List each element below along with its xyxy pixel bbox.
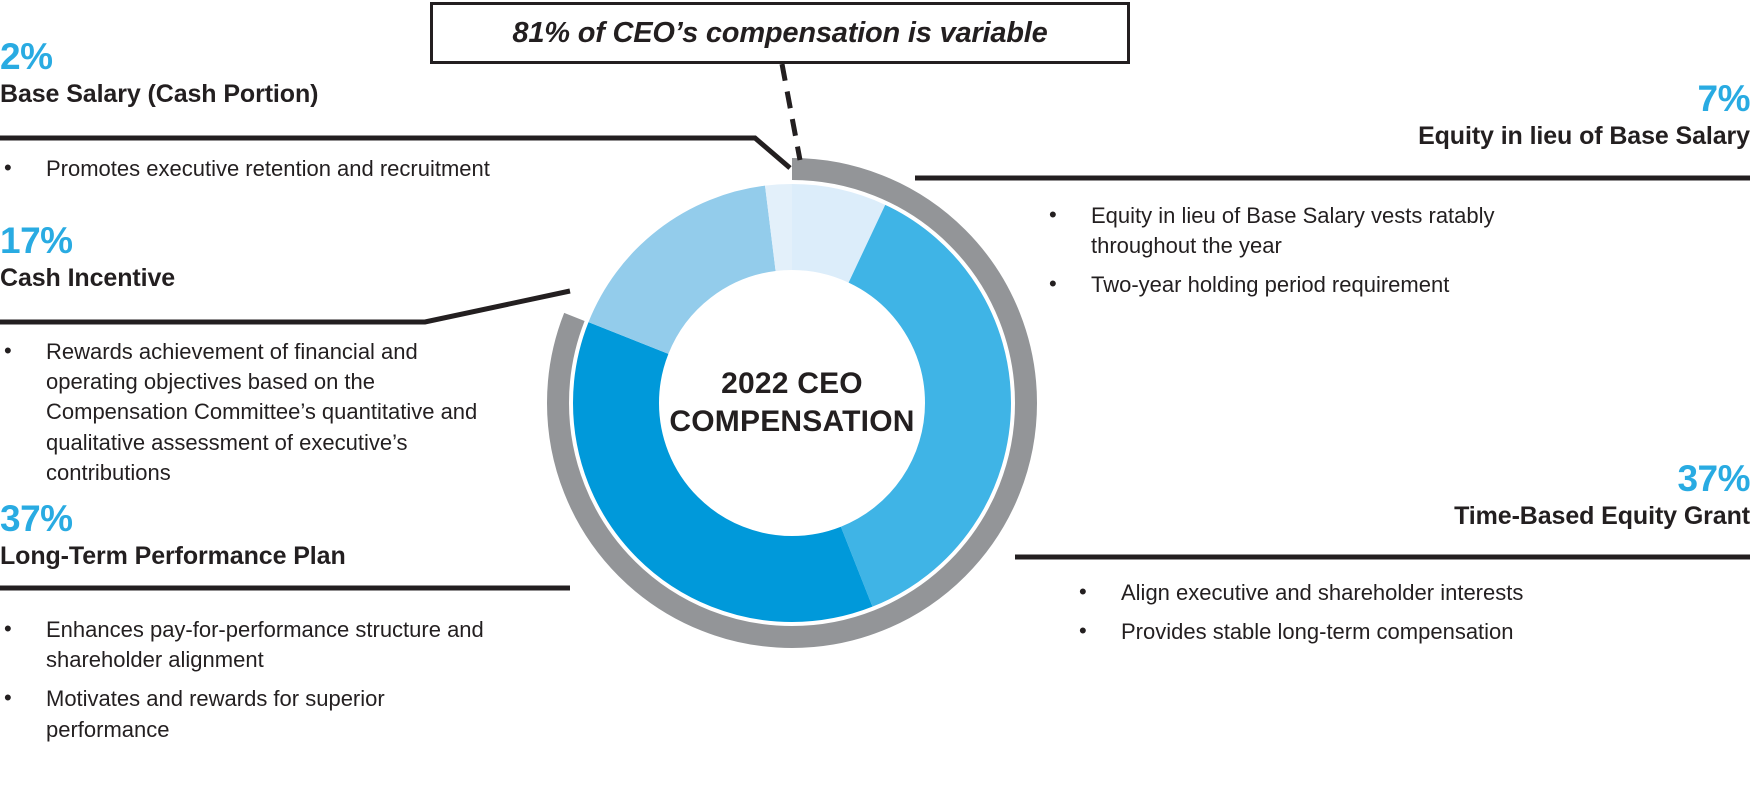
variable-compensation-callout: 81% of CEO’s compensation is variable — [430, 2, 1130, 64]
list-item: Align executive and shareholder interest… — [1075, 576, 1635, 608]
long-term-bullets: Enhances pay-for-performance structure a… — [0, 614, 500, 745]
donut-svg — [547, 158, 1037, 648]
panel-cash-incentive: 17% Cash Incentive Rewards achievement o… — [0, 222, 530, 497]
panel-equity-in-lieu: 7% Equity in lieu of Base Salary Equity … — [950, 80, 1750, 310]
cash-incentive-percent: 17% — [0, 220, 73, 261]
list-item: Provides stable long-term compensation — [1075, 616, 1635, 647]
callout-leader-dashed — [779, 63, 803, 161]
panel-time-based-equity: 37% Time-Based Equity Grant Align execut… — [950, 460, 1750, 656]
base-salary-percent: 2% — [0, 36, 53, 77]
segment-base-salary — [573, 184, 1011, 622]
list-item: Equity in lieu of Base Salary vests rata… — [1045, 200, 1605, 262]
list-item: Two-year holding period requirement — [1045, 269, 1605, 300]
outer-ring-variable — [547, 158, 1037, 648]
cash-incentive-title: Cash Incentive — [0, 264, 176, 292]
list-item: Promotes executive retention and recruit… — [0, 152, 760, 184]
long-term-percent: 37% — [0, 498, 73, 539]
cash-incentive-bullets: Rewards achievement of financial and ope… — [0, 336, 490, 489]
long-term-title: Long-Term Performance Plan — [0, 542, 346, 570]
panel-long-term-performance: 37% Long-Term Performance Plan Enhances … — [0, 500, 570, 754]
equity-in-lieu-bullets: Equity in lieu of Base Salary vests rata… — [1045, 200, 1605, 301]
time-based-title: Time-Based Equity Grant — [1454, 502, 1750, 530]
list-item: Rewards achievement of financial and ope… — [0, 336, 490, 489]
equity-in-lieu-title: Equity in lieu of Base Salary — [1418, 122, 1750, 150]
list-item: Enhances pay-for-performance structure a… — [0, 614, 500, 676]
callout-text: 81% of CEO’s compensation is variable — [512, 16, 1048, 49]
segment-long-term-performance — [573, 184, 1011, 622]
base-salary-title: Base Salary (Cash Portion) — [0, 80, 319, 108]
list-item: Motivates and rewards for superior perfo… — [0, 683, 500, 745]
time-based-bullets: Align executive and shareholder interest… — [1075, 576, 1635, 648]
segment-time-based-equity — [573, 184, 1011, 622]
equity-in-lieu-percent: 7% — [1697, 78, 1750, 119]
time-based-percent: 37% — [1677, 458, 1750, 499]
base-salary-bullets: Promotes executive retention and recruit… — [0, 152, 760, 184]
